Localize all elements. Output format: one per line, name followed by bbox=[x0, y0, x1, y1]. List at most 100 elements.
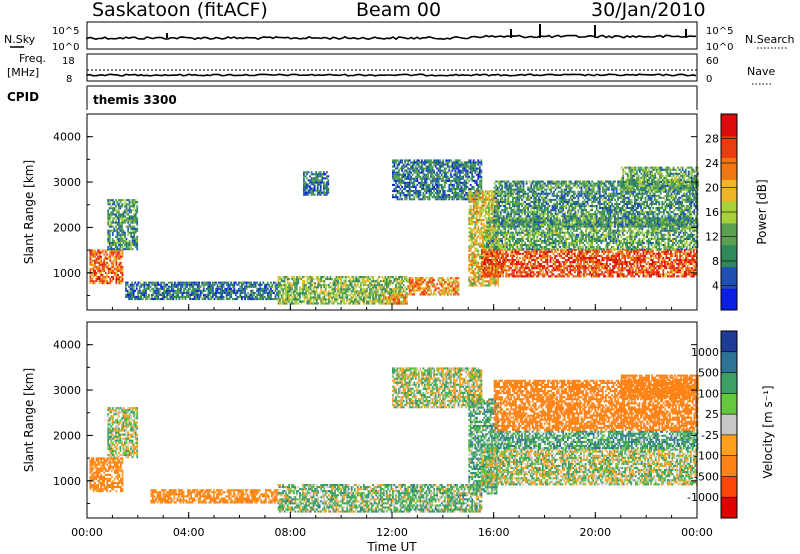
power-echo-cell bbox=[131, 285, 133, 288]
power-echo-cell bbox=[577, 252, 579, 255]
power-echo-cell bbox=[465, 188, 467, 191]
power-echo-cell bbox=[462, 171, 464, 174]
power-echo-cell bbox=[324, 185, 327, 188]
power-echo-cell bbox=[513, 275, 515, 278]
power-echo-cell bbox=[575, 256, 578, 259]
power-echo-cell bbox=[558, 254, 561, 257]
power-echo-cell bbox=[469, 272, 472, 275]
power-echo-cell bbox=[603, 265, 605, 268]
power-echo-cell bbox=[475, 206, 478, 209]
power-echo-cell bbox=[338, 292, 341, 295]
power-echo-cell bbox=[596, 252, 599, 255]
power-echo-cell bbox=[462, 167, 464, 170]
power-echo-cell bbox=[306, 294, 309, 297]
power-echo-cell bbox=[161, 291, 164, 294]
power-echo-cell bbox=[341, 300, 344, 303]
power-echo-cell bbox=[247, 281, 249, 284]
power-echo-cell bbox=[309, 296, 312, 299]
power-echo-cell bbox=[469, 198, 472, 201]
power-echo-cell bbox=[516, 254, 518, 257]
power-echo-cell bbox=[425, 285, 428, 288]
power-echo-cell bbox=[304, 193, 307, 196]
power-echo-cell bbox=[309, 191, 311, 194]
power-echo-cell bbox=[523, 263, 526, 266]
power-echo-cell bbox=[459, 196, 461, 199]
power-echo-cell bbox=[393, 280, 396, 283]
power-echo-cell bbox=[277, 284, 280, 287]
power-echo-cell bbox=[471, 194, 474, 197]
power-echo-cell bbox=[128, 291, 130, 294]
power-echo-cell bbox=[277, 286, 280, 289]
power-echo-cell bbox=[222, 289, 225, 292]
power-echo-cell bbox=[419, 287, 422, 290]
power-echo-cell bbox=[327, 179, 330, 182]
power-echo-cell bbox=[482, 239, 484, 242]
power-echo-cell bbox=[587, 269, 590, 272]
power-echo-cell bbox=[394, 294, 396, 297]
power-echo-cell bbox=[349, 288, 352, 291]
power-echo-cell bbox=[589, 250, 591, 253]
power-echo-cell bbox=[497, 270, 499, 273]
power-echo-cell bbox=[490, 261, 492, 264]
power-echo-cell bbox=[110, 263, 113, 266]
power-echo-cell bbox=[321, 173, 324, 176]
power-echo-cell bbox=[471, 282, 474, 285]
power-echo-cell bbox=[207, 291, 210, 294]
power-echo-cell bbox=[431, 293, 434, 296]
power-echo-cell bbox=[118, 244, 120, 247]
power-echo-cell bbox=[407, 163, 410, 166]
power-echo-cell bbox=[480, 263, 483, 266]
power-echo-cell bbox=[116, 237, 119, 240]
power-echo-cell bbox=[466, 165, 469, 168]
power-echo-cell bbox=[482, 271, 485, 274]
power-echo-cell bbox=[204, 289, 207, 292]
power-echo-cell bbox=[130, 215, 132, 218]
power-echo-cell bbox=[163, 291, 166, 294]
beam-title: Beam 00 bbox=[356, 0, 442, 21]
power-echo-cell bbox=[569, 261, 572, 264]
power-echo-cell bbox=[131, 227, 134, 230]
power-echo-cell bbox=[260, 295, 263, 298]
power-echo-cell bbox=[202, 298, 205, 301]
power-echo-cell bbox=[491, 282, 493, 285]
power-echo-cell bbox=[456, 293, 458, 296]
power-echo-cell bbox=[121, 233, 123, 236]
power-echo-cell bbox=[204, 295, 207, 298]
power-echo-cell bbox=[509, 273, 512, 276]
power-echo-cell bbox=[184, 281, 187, 284]
power-echo-cell bbox=[331, 278, 333, 281]
power-echo-cell bbox=[370, 288, 373, 291]
power-echo-cell bbox=[466, 169, 469, 172]
power-echo-cell bbox=[502, 254, 505, 257]
power-echo-cell bbox=[569, 267, 572, 270]
power-echo-cell bbox=[494, 259, 497, 262]
power-echo-cell bbox=[94, 263, 96, 266]
power-echo-cell bbox=[288, 286, 291, 289]
power-echo-cell bbox=[399, 183, 402, 186]
power-echo-cell bbox=[578, 250, 581, 253]
power-echo-cell bbox=[389, 294, 392, 297]
power-echo-cell bbox=[198, 295, 201, 298]
power-echo-cell bbox=[317, 286, 320, 289]
power-echo-cell bbox=[372, 286, 374, 289]
power-echo-cell bbox=[502, 261, 505, 264]
power-echo-cell bbox=[285, 276, 287, 279]
power-echo-cell bbox=[468, 208, 471, 211]
power-echo-cell bbox=[486, 204, 489, 207]
power-echo-cell bbox=[516, 263, 518, 266]
power-echo-cell bbox=[294, 302, 297, 305]
power-echo-cell bbox=[325, 183, 328, 186]
power-echo-cell bbox=[593, 254, 596, 257]
power-echo-cell bbox=[511, 265, 514, 268]
power-echo-cell bbox=[494, 269, 497, 272]
power-echo-cell bbox=[100, 271, 102, 274]
power-echo-cell bbox=[577, 259, 579, 262]
power-echo-cell bbox=[448, 159, 451, 162]
power-echo-cell bbox=[422, 183, 425, 186]
power-echo-cell bbox=[580, 275, 582, 278]
power-echo-cell bbox=[337, 294, 339, 297]
power-echo-cell bbox=[469, 204, 472, 207]
power-echo-cell bbox=[131, 289, 133, 292]
power-echo-cell bbox=[402, 280, 405, 283]
power-echo-cell bbox=[548, 269, 550, 272]
